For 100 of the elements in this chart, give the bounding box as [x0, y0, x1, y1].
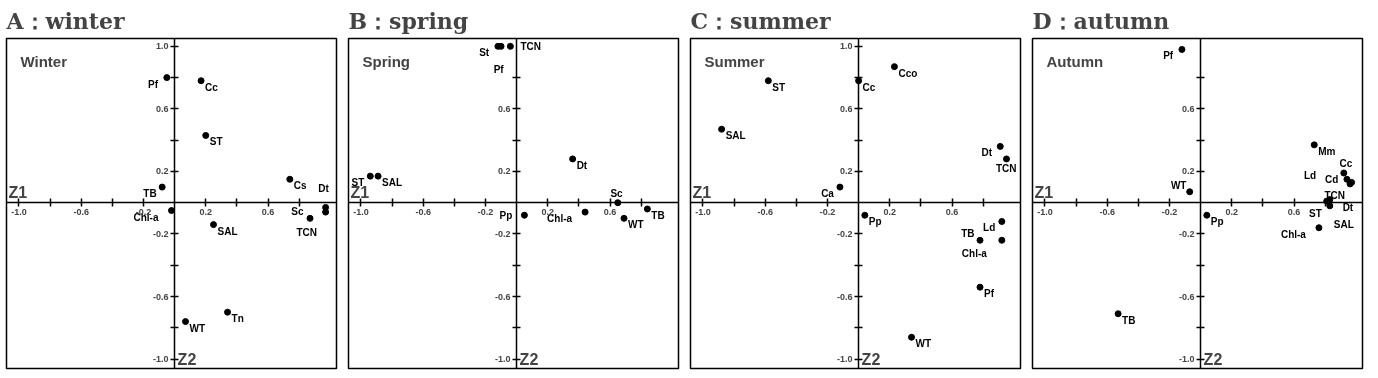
annotation: St	[479, 47, 490, 59]
annotation: Cc	[205, 81, 219, 93]
annotation: Cd	[1325, 174, 1339, 185]
y-tick-label: -1.0	[153, 354, 169, 365]
y-tick-label: -0.6	[495, 291, 511, 302]
y-tick-label: 0.6	[1182, 103, 1195, 114]
annotation: TB	[651, 209, 665, 221]
y-tick-label: 1.0	[156, 41, 169, 52]
chart-title: A：winter	[5, 7, 126, 34]
annotation: SAL	[1333, 218, 1354, 230]
annotation: Cc	[1339, 158, 1353, 170]
y-tick-label: 0.6	[840, 103, 853, 114]
y-tick-label: -0.2	[1179, 229, 1195, 239]
y-tick-label: -0.2	[153, 229, 169, 239]
annotation: Dt	[318, 183, 330, 195]
annotation: SAL	[217, 225, 238, 237]
annotation: Sc	[610, 187, 624, 199]
annotation: Pf	[148, 78, 159, 90]
x-tick-label: -1.0	[11, 206, 27, 217]
y-tick-label: 0.6	[498, 103, 511, 114]
annotation: Dt	[1342, 201, 1354, 213]
annotation: Ld	[1303, 170, 1317, 182]
annotation: WT	[1170, 179, 1187, 191]
y-axis-title: Z2	[1203, 350, 1223, 368]
x-axis-title: Z1	[692, 183, 712, 201]
chart-title: B：spring	[348, 7, 469, 34]
annotation: Pf	[984, 288, 995, 300]
annotation: ST	[209, 136, 223, 148]
annotation: Ca	[821, 188, 835, 200]
annotation: Chl-a	[1280, 228, 1307, 240]
x-axis-title: Z1	[8, 183, 28, 201]
annotation: WT	[628, 219, 644, 231]
x-tick-label: 0.2	[199, 206, 213, 217]
y-axis-title: Z2	[861, 350, 881, 368]
x-tick-label: 0.6	[945, 206, 959, 217]
x-tick-label: -0.2	[1161, 206, 1178, 217]
annotation: TCN	[520, 40, 541, 52]
annotation: Dt	[576, 159, 588, 171]
annotation: Cco	[898, 67, 918, 79]
x-tick-label: -0.6	[415, 206, 431, 217]
annotation: Pp	[868, 216, 882, 228]
chart-title: D：autumn	[1032, 7, 1170, 34]
text: Spring	[362, 52, 410, 70]
y-tick-label: -0.6	[837, 291, 853, 302]
annotation: Dt	[981, 147, 993, 159]
x-tick-label: -0.6	[1099, 206, 1115, 217]
x-tick-label: -1.0	[695, 206, 711, 217]
x-tick-label: -1.0	[1037, 206, 1053, 217]
annotation: ST	[1309, 207, 1322, 219]
annotation: SAL	[725, 130, 746, 142]
x-tick-label: 0.6	[1287, 206, 1301, 217]
annotation: Cs	[293, 180, 308, 192]
x-tick-label: -0.6	[73, 206, 89, 217]
annotation: Pf	[1163, 50, 1174, 62]
x-tick-label: 0.2	[1225, 206, 1239, 217]
y-axis-title: Z2	[177, 350, 197, 368]
annotation: Chl-a	[547, 213, 573, 225]
text: Summer	[704, 52, 765, 70]
annotation: TCN	[296, 227, 317, 239]
y-tick-label: 1.0	[840, 41, 853, 52]
annotation: Chl-a	[961, 248, 988, 260]
text: Autumn	[1046, 52, 1104, 70]
y-tick-label: -0.6	[1179, 291, 1195, 302]
x-tick-label: 0.6	[261, 206, 275, 217]
y-tick-label: 0.2	[840, 166, 853, 177]
annotation: WT	[915, 338, 932, 350]
annotation: Tn	[231, 313, 244, 325]
annotation: Cc	[862, 81, 876, 93]
y-tick-label: -0.2	[837, 229, 853, 239]
x-tick-label: -0.2	[819, 206, 836, 217]
x-tick-label: -0.6	[757, 206, 773, 217]
y-tick-label: 0.2	[1182, 166, 1195, 177]
chart-title: C：summer	[690, 7, 831, 34]
y-tick-label: -1.0	[1179, 354, 1195, 365]
annotation: Pp	[499, 209, 513, 221]
text: Winter	[20, 52, 68, 70]
annotation: Ld	[983, 222, 996, 234]
y-tick-label: 0.6	[156, 103, 169, 114]
annotation: SAL	[382, 177, 403, 189]
annotation: TCN	[1324, 190, 1345, 202]
y-tick-label: -0.6	[153, 291, 169, 302]
annotation: Mm	[1318, 145, 1336, 157]
annotation: TB	[961, 228, 975, 240]
x-axis-title: Z1	[1034, 183, 1054, 201]
annotation: TCN	[995, 162, 1017, 174]
y-tick-label: -1.0	[837, 354, 853, 365]
x-tick-label: 0.2	[883, 206, 897, 217]
y-tick-label: 0.2	[498, 166, 511, 177]
y-tick-label: -1.0	[495, 354, 511, 365]
y-tick-label: -0.2	[495, 229, 511, 239]
x-tick-label: 0.6	[603, 206, 617, 217]
annotation: TB	[1122, 314, 1136, 326]
x-tick-label: -1.0	[353, 206, 369, 217]
annotation: TB	[143, 188, 157, 200]
annotation: Pp	[1210, 216, 1224, 228]
annotation: Sc	[291, 206, 304, 218]
x-tick-label: -0.2	[477, 206, 494, 217]
annotation: Pf	[493, 64, 505, 76]
annotation: WT	[189, 322, 206, 334]
annotation: ST	[772, 81, 786, 93]
